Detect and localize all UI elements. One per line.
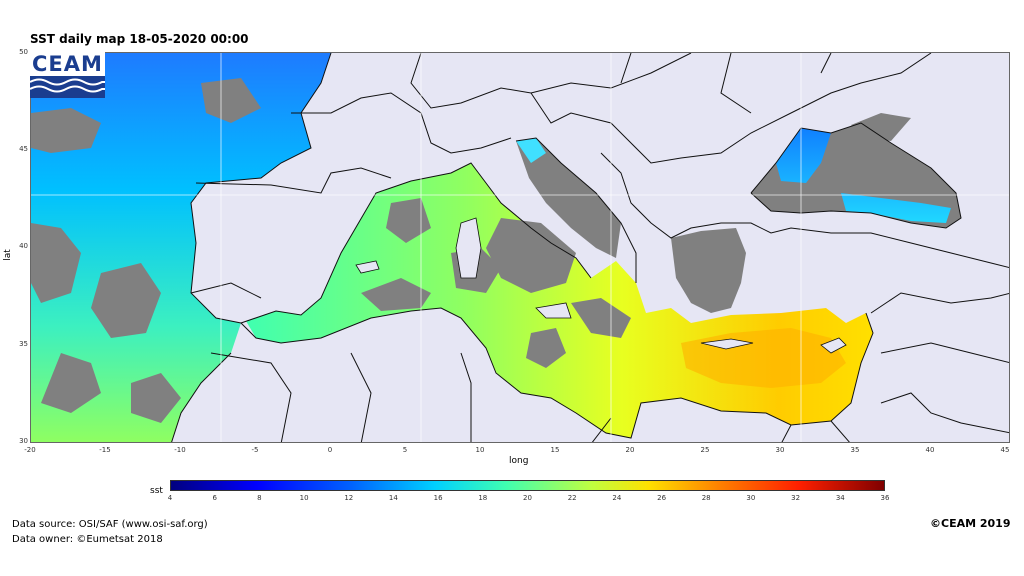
colorbar-tick: 18 (475, 494, 491, 502)
colorbar-tick: 8 (251, 494, 267, 502)
x-axis-label: long (509, 456, 528, 466)
sst-map (30, 52, 1010, 443)
data-owner-line: Data owner: ©Eumetsat 2018 (12, 532, 208, 547)
x-tick: 5 (393, 446, 417, 454)
colorbar-tick: 36 (877, 494, 893, 502)
x-tick: -15 (93, 446, 117, 454)
x-tick: 35 (843, 446, 867, 454)
x-tick: 45 (993, 446, 1017, 454)
x-tick: -5 (243, 446, 267, 454)
x-tick: -10 (168, 446, 192, 454)
colorbar-tick: 26 (654, 494, 670, 502)
colorbar-tick: 20 (520, 494, 536, 502)
y-tick: 45 (14, 145, 28, 153)
colorbar-tick: 22 (564, 494, 580, 502)
x-tick: 20 (618, 446, 642, 454)
map-title: SST daily map 18-05-2020 00:00 (30, 32, 249, 46)
colorbar-label: sst (150, 486, 163, 496)
y-axis-label: lat (3, 249, 13, 261)
logo-waves-icon (30, 52, 105, 98)
y-tick: 40 (14, 242, 28, 250)
data-attribution: Data source: OSI/SAF (www.osi-saf.org) D… (12, 517, 208, 547)
copyright-notice: ©CEAM 2019 (930, 517, 1011, 530)
colorbar (170, 480, 885, 491)
colorbar-tick: 14 (385, 494, 401, 502)
ceam-logo: CEAM (30, 52, 105, 98)
colorbar-tick: 34 (832, 494, 848, 502)
x-tick: 10 (468, 446, 492, 454)
y-tick: 50 (14, 48, 28, 56)
map-canvas (31, 53, 1010, 443)
y-tick: 30 (14, 437, 28, 445)
colorbar-tick: 30 (743, 494, 759, 502)
colorbar-tick: 16 (430, 494, 446, 502)
colorbar-tick: 28 (698, 494, 714, 502)
x-tick: 25 (693, 446, 717, 454)
y-tick: 35 (14, 340, 28, 348)
colorbar-tick: 10 (296, 494, 312, 502)
colorbar-tick: 24 (609, 494, 625, 502)
colorbar-tick: 32 (788, 494, 804, 502)
colorbar-tick: 12 (341, 494, 357, 502)
x-tick: 0 (318, 446, 342, 454)
data-source-line: Data source: OSI/SAF (www.osi-saf.org) (12, 517, 208, 532)
colorbar-tick: 4 (162, 494, 178, 502)
x-tick: 15 (543, 446, 567, 454)
x-tick: 30 (768, 446, 792, 454)
x-tick: -20 (18, 446, 42, 454)
x-tick: 40 (918, 446, 942, 454)
colorbar-tick: 6 (207, 494, 223, 502)
